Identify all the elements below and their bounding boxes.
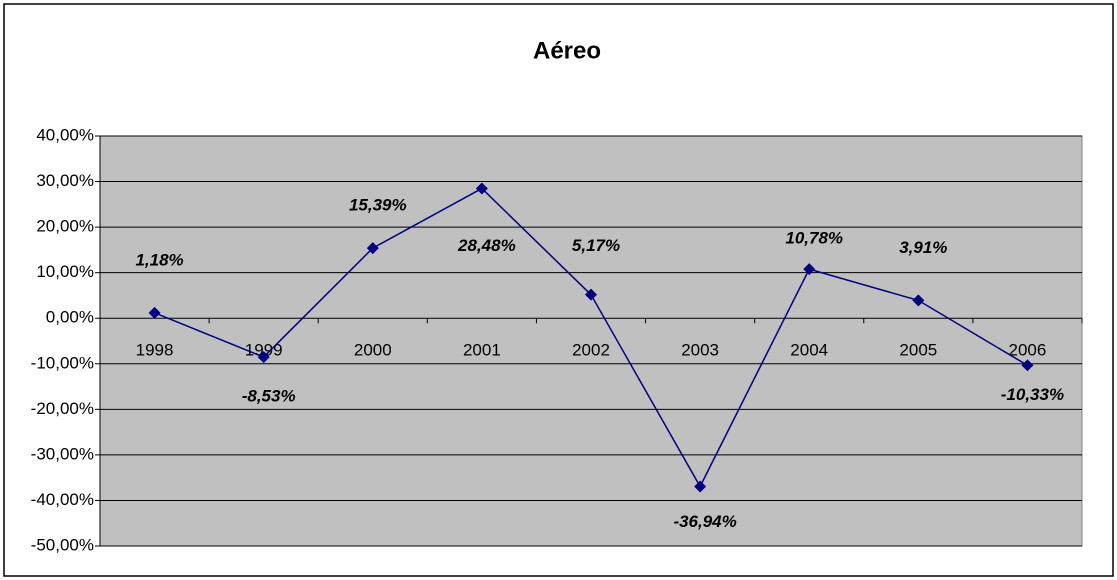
data-label: -10,33% xyxy=(1001,385,1064,404)
data-point xyxy=(475,182,488,195)
data-label: -36,94% xyxy=(673,512,736,531)
data-point xyxy=(148,306,161,319)
data-point xyxy=(803,263,816,276)
data-label: 15,39% xyxy=(349,196,407,215)
data-label: 3,91% xyxy=(899,238,947,257)
y-tick-label: -10,00% xyxy=(31,353,94,372)
x-tick-label: 2002 xyxy=(572,341,610,360)
y-tick-label: 0,00% xyxy=(46,308,94,327)
y-tick-label: 10,00% xyxy=(36,262,94,281)
y-tick-label: -40,00% xyxy=(31,490,94,509)
data-point xyxy=(912,294,925,307)
y-tick-label: 20,00% xyxy=(36,217,94,236)
x-tick-label: 2000 xyxy=(354,341,392,360)
data-point xyxy=(1021,359,1034,372)
data-point xyxy=(585,288,597,301)
x-tick-label: 2006 xyxy=(1009,341,1047,360)
chart-title: Aéreo xyxy=(533,37,601,64)
data-label: -8,53% xyxy=(242,387,296,406)
x-tick-label: 2005 xyxy=(899,341,937,360)
data-label: 1,18% xyxy=(135,250,183,269)
data-label: 5,17% xyxy=(572,236,620,255)
y-tick-label: -50,00% xyxy=(31,535,94,554)
x-tick-label: 1999 xyxy=(245,341,283,360)
y-tick-label: -20,00% xyxy=(31,399,94,418)
data-label: 28,48% xyxy=(457,236,516,255)
x-tick-label: 1998 xyxy=(136,341,174,360)
y-tick-label: -30,00% xyxy=(31,444,94,463)
x-tick-label: 2001 xyxy=(463,341,501,360)
y-tick-label: 40,00% xyxy=(36,125,94,144)
y-tick-label: 30,00% xyxy=(36,171,94,190)
data-point xyxy=(257,351,270,364)
plot-area xyxy=(99,135,1083,547)
x-tick-label: 2003 xyxy=(681,341,719,360)
data-point xyxy=(366,242,379,255)
x-tick-label: 2004 xyxy=(790,341,828,360)
data-label: 10,78% xyxy=(785,229,843,248)
data-point xyxy=(694,480,707,493)
